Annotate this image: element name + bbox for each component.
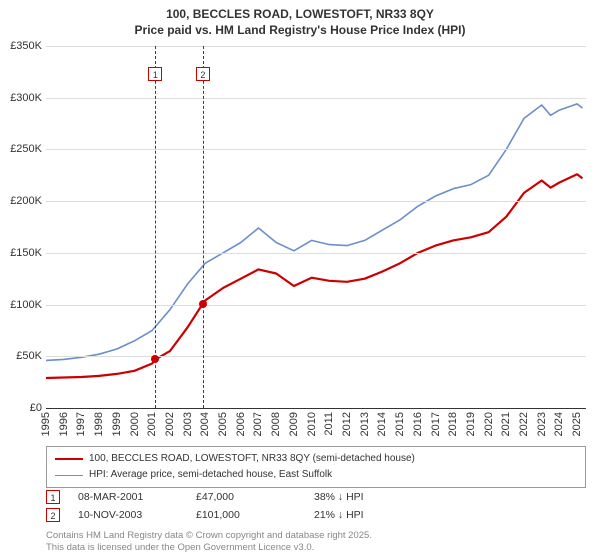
y-axis-label: £200K [10,195,42,207]
marker-box: 2 [196,67,210,81]
chart-area: £0£50K£100K£150K£200K£250K£300K£350K1995… [46,46,586,408]
annotation-date-1: 08-MAR-2001 [78,491,178,503]
gridline-y [46,98,586,99]
x-axis-label: 2004 [199,412,211,436]
x-axis-label: 2020 [483,412,495,436]
x-axis-label: 2002 [164,412,176,436]
x-axis-label: 2015 [394,412,406,436]
legend-label-property: 100, BECCLES ROAD, LOWESTOFT, NR33 8QY (… [89,451,415,467]
x-axis-label: 2012 [341,412,353,436]
annotation-row-2: 2 10-NOV-2003 £101,000 21% ↓ HPI [46,508,586,522]
x-axis-label: 2009 [288,412,300,436]
annotation-date-2: 10-NOV-2003 [78,509,178,521]
legend-label-hpi: HPI: Average price, semi-detached house,… [89,467,332,483]
x-axis-label: 1999 [111,412,123,436]
x-axis-label: 1996 [58,412,70,436]
gridline-y [46,253,586,254]
gridline-y [46,356,586,357]
legend-item-hpi: HPI: Average price, semi-detached house,… [55,467,577,483]
annotation-delta-1: 38% ↓ HPI [314,491,414,503]
y-axis-label: £350K [10,40,42,52]
marker-box: 1 [148,67,162,81]
series-hpi [46,104,583,361]
title-block: 100, BECCLES ROAD, LOWESTOFT, NR33 8QY P… [0,0,600,38]
x-axis-label: 2007 [252,412,264,436]
gridline-y [46,46,586,47]
x-axis-label: 2010 [306,412,318,436]
annotation-row-1: 1 08-MAR-2001 £47,000 38% ↓ HPI [46,490,586,504]
x-axis-label: 1997 [75,412,87,436]
x-axis-label: 2021 [500,412,512,436]
x-axis-label: 2017 [430,412,442,436]
x-axis-label: 2016 [412,412,424,436]
chart-container: 100, BECCLES ROAD, LOWESTOFT, NR33 8QY P… [0,0,600,560]
legend-item-property: 100, BECCLES ROAD, LOWESTOFT, NR33 8QY (… [55,451,577,467]
x-axis-label: 2003 [182,412,194,436]
chart-lines-svg [46,46,586,408]
y-axis-label: £100K [10,299,42,311]
title-main: 100, BECCLES ROAD, LOWESTOFT, NR33 8QY [0,6,600,22]
gridline-y [46,149,586,150]
x-axis-label: 1995 [40,412,52,436]
x-axis-label: 2008 [270,412,282,436]
y-axis-label: £300K [10,92,42,104]
x-axis-label: 2011 [323,412,335,436]
x-axis-label: 2006 [235,412,247,436]
annotation-marker-1: 1 [46,490,60,504]
x-axis-label: 2014 [376,412,388,436]
annotation-marker-2: 2 [46,508,60,522]
x-axis-label: 1998 [93,412,105,436]
x-axis-label: 2018 [447,412,459,436]
marker-vline [203,46,204,408]
annotations: 1 08-MAR-2001 £47,000 38% ↓ HPI 2 10-NOV… [46,490,586,526]
x-axis-label: 2013 [359,412,371,436]
footer-line-2: This data is licensed under the Open Gov… [46,542,372,554]
x-axis-label: 2024 [553,412,565,436]
footer-line-1: Contains HM Land Registry data © Crown c… [46,530,372,542]
footer: Contains HM Land Registry data © Crown c… [46,530,372,555]
x-axis-label: 2005 [217,412,229,436]
annotation-price-1: £47,000 [196,491,296,503]
annotation-delta-2: 21% ↓ HPI [314,509,414,521]
series-property [46,174,583,378]
legend: 100, BECCLES ROAD, LOWESTOFT, NR33 8QY (… [46,446,586,488]
y-axis-label: £50K [16,350,42,362]
gridline-y [46,408,586,409]
title-sub: Price paid vs. HM Land Registry's House … [0,22,600,38]
gridline-y [46,201,586,202]
gridline-y [46,305,586,306]
marker-dot [199,300,207,308]
y-axis-label: £250K [10,143,42,155]
x-axis-label: 2023 [536,412,548,436]
x-axis-label: 2025 [571,412,583,436]
x-axis-label: 2001 [146,412,158,436]
annotation-price-2: £101,000 [196,509,296,521]
y-axis-label: £150K [10,247,42,259]
x-axis-label: 2019 [465,412,477,436]
legend-swatch-property [55,458,83,460]
x-axis-label: 2022 [518,412,530,436]
marker-dot [151,355,159,363]
legend-swatch-hpi [55,475,83,476]
marker-vline [155,46,156,408]
x-axis-label: 2000 [129,412,141,436]
